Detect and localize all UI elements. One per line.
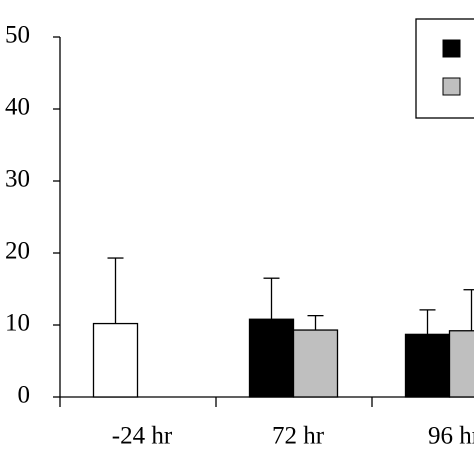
x-tick-label: 96 hr bbox=[428, 423, 474, 450]
legend bbox=[415, 18, 474, 119]
legend-swatch bbox=[442, 39, 461, 58]
y-tick-label: 50 bbox=[5, 22, 30, 49]
x-tick-label: 72 hr bbox=[272, 423, 325, 450]
bar bbox=[292, 329, 339, 398]
y-tick-label: 30 bbox=[5, 166, 30, 193]
error-bar bbox=[263, 277, 280, 320]
y-tick-label: 10 bbox=[5, 310, 30, 337]
bar bbox=[92, 322, 139, 398]
bar bbox=[248, 318, 295, 398]
error-bar bbox=[419, 309, 436, 335]
error-bar bbox=[463, 289, 474, 331]
y-tick-label: 20 bbox=[5, 238, 30, 265]
x-tick-label: -24 hr bbox=[112, 423, 173, 450]
bar bbox=[404, 333, 451, 398]
y-tick-label: 40 bbox=[5, 94, 30, 121]
error-bar bbox=[307, 314, 324, 331]
y-tick-label: 0 bbox=[18, 382, 31, 409]
bar bbox=[448, 330, 474, 398]
error-bar bbox=[107, 257, 124, 324]
legend-swatch bbox=[442, 77, 461, 96]
